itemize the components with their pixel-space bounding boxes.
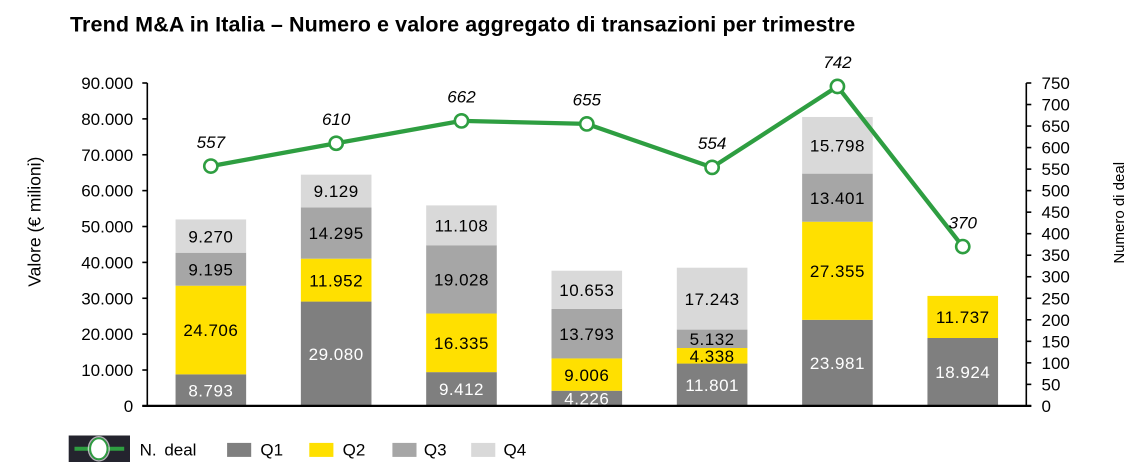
svg-text:90.000: 90.000	[81, 74, 133, 93]
svg-text:4.338: 4.338	[690, 347, 735, 366]
svg-text:11.801: 11.801	[685, 376, 739, 395]
svg-text:17.243: 17.243	[685, 290, 740, 309]
svg-text:9.412: 9.412	[439, 380, 484, 399]
svg-text:300: 300	[1042, 268, 1070, 287]
svg-text:9.270: 9.270	[188, 227, 233, 246]
svg-text:Trend M&A in Italia – Numero e: Trend M&A in Italia – Numero e valore ag…	[70, 12, 855, 36]
svg-text:500: 500	[1042, 182, 1070, 201]
svg-text:14.295: 14.295	[309, 224, 364, 243]
svg-text:27.355: 27.355	[810, 262, 865, 281]
svg-text:Valore (€ milioni): Valore (€ milioni)	[24, 157, 44, 287]
svg-text:5.132: 5.132	[690, 330, 735, 349]
svg-text:23.981: 23.981	[810, 354, 865, 373]
svg-text:250: 250	[1042, 289, 1070, 308]
svg-text:662: 662	[447, 88, 476, 107]
svg-text:8.793: 8.793	[188, 381, 233, 400]
svg-text:550: 550	[1042, 160, 1070, 179]
svg-text:70.000: 70.000	[81, 146, 133, 165]
svg-text:18.924: 18.924	[935, 363, 990, 382]
svg-text:610: 610	[322, 110, 351, 129]
svg-text:9.195: 9.195	[188, 260, 233, 279]
svg-text:16.335: 16.335	[434, 334, 489, 353]
svg-text:700: 700	[1042, 96, 1070, 115]
svg-text:370: 370	[949, 213, 978, 232]
svg-text:10.653: 10.653	[559, 281, 614, 300]
svg-text:19.028: 19.028	[434, 271, 489, 290]
svg-text:150: 150	[1042, 332, 1070, 351]
svg-text:9.129: 9.129	[314, 182, 359, 201]
svg-text:20.000: 20.000	[81, 325, 133, 344]
svg-text:15.798: 15.798	[810, 137, 865, 156]
svg-text:Q3: Q3	[424, 440, 447, 459]
svg-text:80.000: 80.000	[81, 110, 133, 129]
svg-text:450: 450	[1042, 203, 1070, 222]
svg-text:13.793: 13.793	[559, 325, 614, 344]
svg-text:N. deal: N. deal	[140, 441, 197, 460]
svg-text:4.226: 4.226	[564, 390, 609, 409]
svg-text:11.737: 11.737	[936, 308, 990, 327]
svg-text:200: 200	[1042, 311, 1070, 330]
svg-text:Q1: Q1	[260, 440, 283, 459]
svg-text:50: 50	[1042, 375, 1061, 394]
svg-text:Q4: Q4	[504, 440, 527, 459]
svg-text:50.000: 50.000	[81, 218, 133, 237]
svg-text:40.000: 40.000	[81, 253, 133, 272]
svg-text:650: 650	[1042, 117, 1070, 136]
svg-text:11.952: 11.952	[309, 271, 363, 290]
svg-text:24.706: 24.706	[183, 321, 238, 340]
svg-text:750: 750	[1042, 74, 1070, 93]
svg-text:655: 655	[573, 91, 602, 110]
svg-text:600: 600	[1042, 139, 1070, 158]
svg-text:11.108: 11.108	[435, 217, 489, 236]
svg-text:0: 0	[1042, 397, 1051, 416]
svg-text:30.000: 30.000	[81, 289, 133, 308]
svg-text:13.401: 13.401	[810, 189, 865, 208]
svg-text:557: 557	[197, 133, 226, 152]
svg-text:400: 400	[1042, 225, 1070, 244]
svg-text:Numero di deal: Numero di deal	[1111, 162, 1128, 264]
svg-text:Q2: Q2	[343, 440, 366, 459]
svg-text:742: 742	[823, 53, 852, 72]
svg-text:100: 100	[1042, 354, 1070, 373]
svg-text:60.000: 60.000	[81, 182, 133, 201]
svg-text:29.080: 29.080	[309, 345, 364, 364]
svg-text:350: 350	[1042, 246, 1070, 265]
svg-text:0: 0	[124, 397, 133, 416]
svg-text:9.006: 9.006	[564, 366, 609, 385]
svg-text:554: 554	[698, 134, 726, 153]
svg-text:10.000: 10.000	[81, 361, 133, 380]
